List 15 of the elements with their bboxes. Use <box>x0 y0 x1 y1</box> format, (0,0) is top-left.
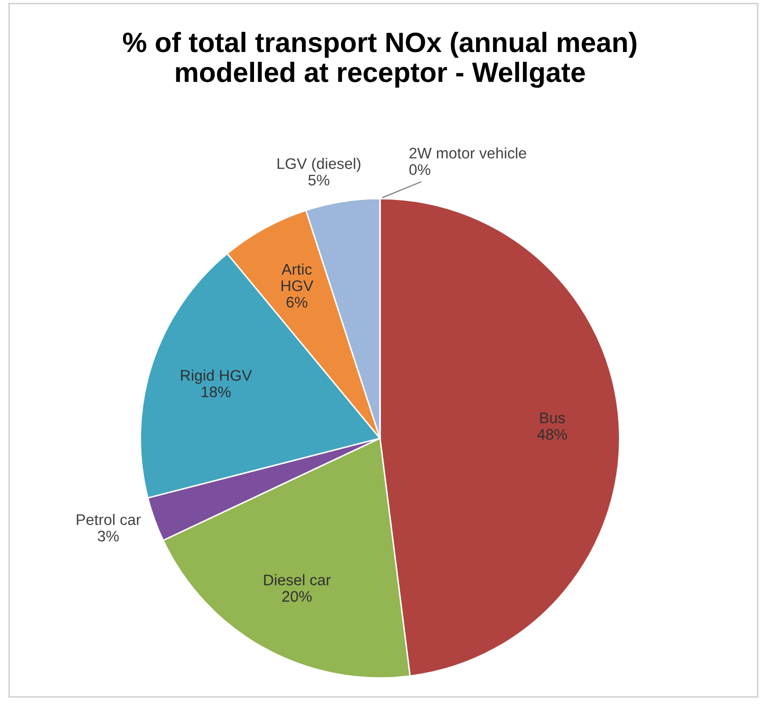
slice-label: LGV (diesel) <box>278 158 360 172</box>
slice-label: Rigid HGV <box>181 370 252 384</box>
data-label: 48% <box>537 428 567 440</box>
data-label: 6% <box>286 296 308 308</box>
data-label: 18% <box>202 386 231 398</box>
text: 0% <box>409 164 430 175</box>
category-label: 2W motor vehicle <box>410 147 526 159</box>
chart-title: % of total transport NOx (annual mean) modelled at receptor - Wellgate <box>122 32 636 88</box>
data-label: 3% <box>98 530 119 542</box>
slice-label: Bus <box>540 412 565 424</box>
data-label: 5% <box>308 174 330 186</box>
slice-label: Petrol car <box>76 514 141 526</box>
slice-label: Artic HGV <box>282 263 314 292</box>
slice-label: Diesel car <box>264 574 331 586</box>
data-label: 20% <box>282 591 312 602</box>
